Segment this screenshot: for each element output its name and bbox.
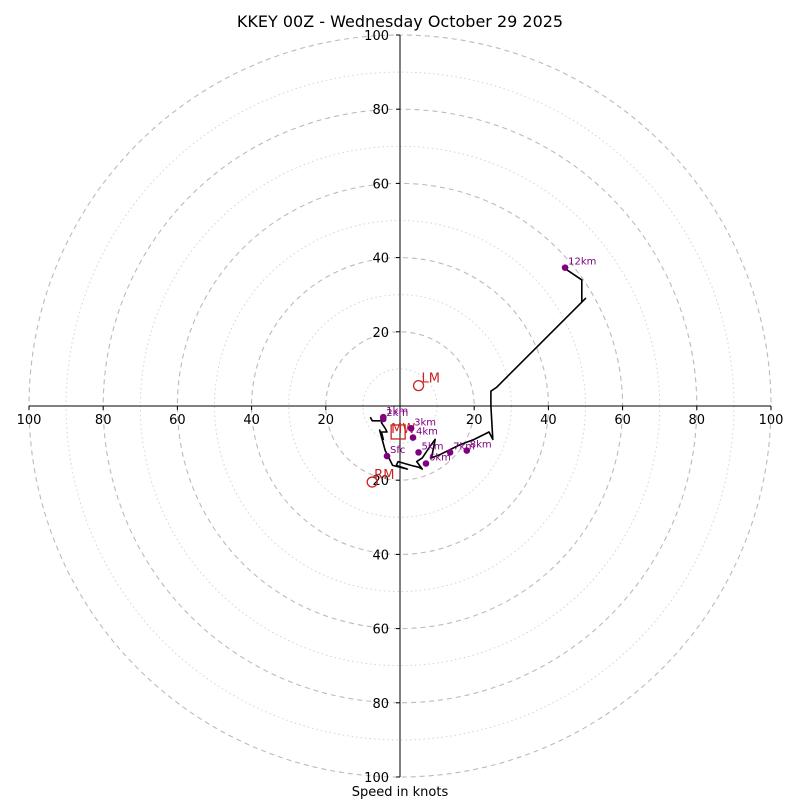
height-label-7km: 7km (453, 441, 475, 452)
x-axis-label: Speed in knots (352, 785, 449, 800)
height-label-3km: 3km (414, 417, 436, 428)
y-tick-label-0: 100 (364, 771, 389, 786)
x-tick-label-0: 100 (17, 413, 42, 428)
y-tick-label-2: 60 (372, 623, 389, 638)
height-label-5km: 5km (422, 441, 444, 452)
height-point-12km (561, 264, 569, 271)
marker-circle-rm (366, 476, 378, 488)
height-label-12km: 12km (568, 257, 596, 268)
x-tick-label-5: 20 (466, 413, 483, 428)
x-tick-label-1: 80 (95, 413, 112, 428)
x-tick-label-2: 60 (169, 413, 186, 428)
marker-label-lm: LM (422, 372, 440, 387)
y-tick-label-6: 40 (372, 252, 389, 267)
height-point-3km (407, 424, 415, 432)
tick-labels: 1001008080606040402020202040406060808010… (17, 29, 784, 786)
x-tick-label-6: 40 (540, 413, 557, 428)
height-label-6km: 6km (429, 453, 451, 464)
hodograph-line (369, 268, 587, 470)
x-tick-label-7: 60 (614, 413, 631, 428)
height-label-1km: 1km (386, 406, 408, 417)
y-tick-label-7: 60 (372, 177, 389, 192)
x-tick-label-8: 80 (689, 413, 706, 428)
y-tick-label-3: 40 (372, 548, 389, 563)
height-point-sfc (383, 452, 391, 460)
marker-square-mw (390, 424, 406, 440)
x-tick-label-4: 20 (318, 413, 335, 428)
height-point-4km (409, 434, 417, 441)
height-label-8km: 8km (470, 440, 492, 451)
y-tick-label-9: 100 (364, 29, 389, 44)
height-point-7km (446, 449, 454, 456)
height-point-1km (380, 413, 387, 421)
x-tick-label-9: 100 (759, 413, 784, 428)
height-label-sfc: Sfc (390, 445, 405, 456)
height-point-6km (422, 460, 430, 467)
x-tick-label-3: 40 (243, 413, 260, 428)
y-tick-label-1: 80 (372, 697, 389, 712)
marker-circle-lm (412, 379, 425, 392)
hodograph-trace (369, 268, 587, 470)
chart-title: KKEY 00Z - Wednesday October 29 2025 (237, 12, 563, 31)
height-label-4km: 4km (416, 427, 438, 438)
marker-label-rm: RM (374, 468, 394, 483)
height-point-5km (415, 449, 422, 456)
height-label-2km: 2km (386, 408, 408, 419)
y-tick-label-8: 80 (372, 103, 389, 118)
y-tick-label-5: 20 (372, 326, 389, 341)
axes (29, 35, 771, 777)
height-point-8km (463, 447, 471, 454)
